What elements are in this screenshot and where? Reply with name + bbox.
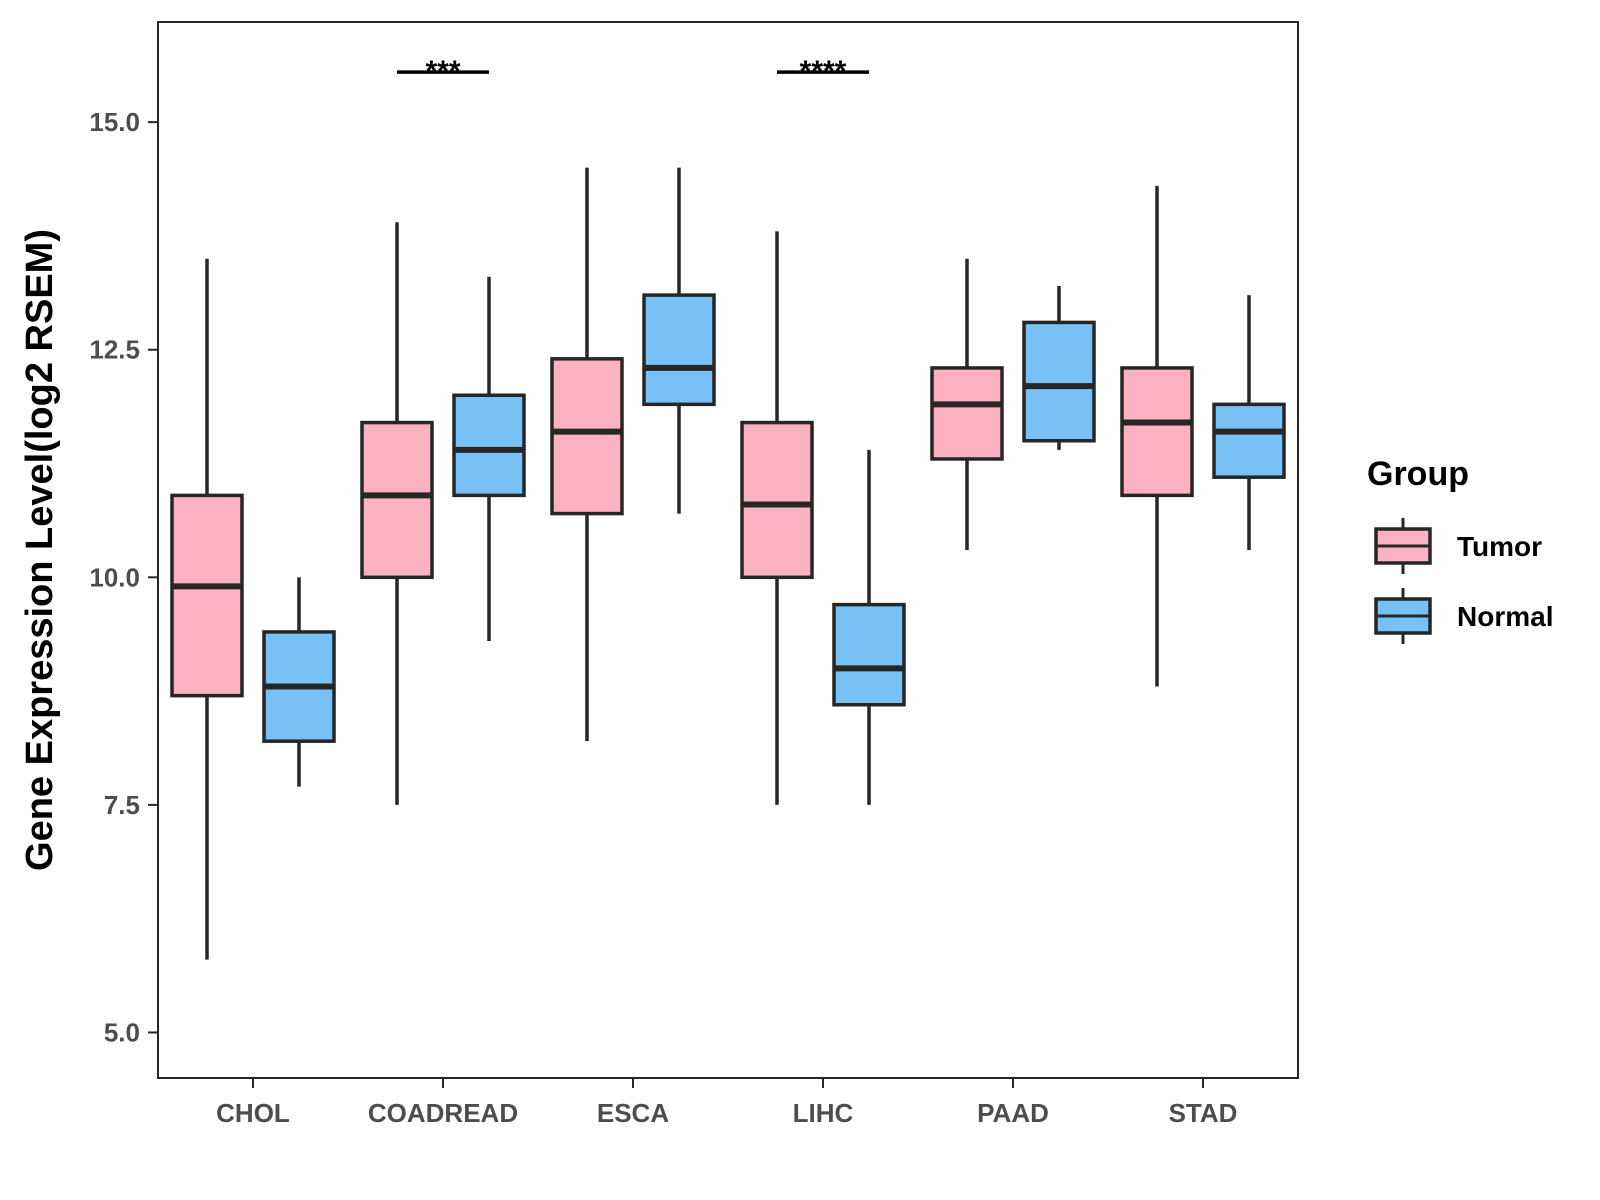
box-body [930, 366, 1004, 461]
y-tick-label: 15.0 [89, 107, 140, 137]
x-tick-label: STAD [1169, 1098, 1238, 1128]
plot-panel [157, 21, 1299, 1079]
legend-key-normal [1374, 588, 1432, 644]
significance-label: **** [800, 55, 847, 88]
box-normal-coadread [452, 276, 526, 642]
box-body [550, 357, 624, 516]
legend: Group Tumor Normal [1367, 455, 1553, 644]
y-tick-label: 10.0 [89, 562, 140, 592]
box-body [452, 393, 526, 498]
box-tumor-lihc [740, 231, 814, 805]
box-normal-stad [1212, 295, 1286, 550]
legend-title: Group [1367, 455, 1469, 493]
legend-label-normal: Normal [1457, 601, 1553, 632]
y-tick-label: 12.5 [89, 335, 140, 365]
box-tumor-paad [930, 258, 1004, 550]
box-body [1022, 320, 1096, 443]
box-normal-paad [1022, 286, 1096, 450]
y-axis-title: Gene Expression Level(log2 RSEM) [19, 229, 61, 871]
x-tick-label: CHOL [216, 1098, 290, 1128]
significance-annotations: *** **** [397, 55, 869, 88]
box-body [1120, 366, 1194, 498]
box-body [1212, 402, 1286, 479]
legend-label-tumor: Tumor [1457, 531, 1542, 562]
x-tick-label: COADREAD [368, 1098, 518, 1128]
x-axis: CHOL COADREAD ESCA LIHC PAAD STAD [216, 1078, 1237, 1128]
box-body [740, 420, 814, 580]
box-normal-esca [642, 167, 716, 514]
box-body [832, 602, 906, 707]
x-tick-label: LIHC [793, 1098, 854, 1128]
box-tumor-coadread [360, 222, 434, 805]
y-tick-label: 5.0 [104, 1017, 140, 1047]
legend-key-tumor [1374, 518, 1432, 574]
box-tumor-stad [1120, 185, 1194, 687]
box-body [642, 293, 716, 407]
box-series [170, 167, 1286, 960]
y-axis: 5.0 7.5 10.0 12.5 15.0 [89, 107, 158, 1047]
x-tick-label: ESCA [597, 1098, 669, 1128]
significance-label: *** [425, 55, 460, 88]
box-normal-chol [262, 577, 336, 787]
y-tick-label: 7.5 [104, 790, 140, 820]
box-tumor-esca [550, 167, 624, 742]
box-tumor-chol [170, 258, 244, 960]
box-body [170, 493, 244, 698]
box-normal-lihc [832, 449, 906, 805]
x-tick-label: PAAD [977, 1098, 1049, 1128]
box-body [360, 420, 434, 580]
